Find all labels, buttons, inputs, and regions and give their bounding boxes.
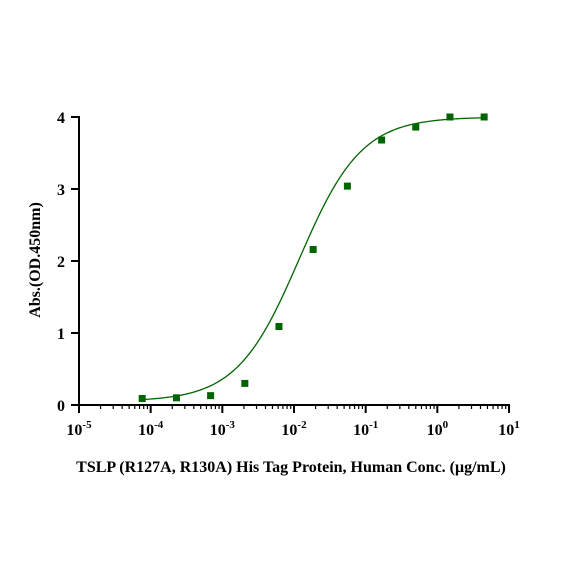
data-point [138, 395, 146, 403]
y-axis-label: Abs.(OD.450nm) [27, 202, 44, 318]
y-axis-ticks: 0 1 2 3 4 [57, 110, 79, 415]
x-tick-label: 10-4 [138, 419, 164, 439]
x-tick-label: 101 [498, 419, 520, 439]
x-tick-label: 10-2 [281, 419, 307, 439]
y-tick-label: 4 [57, 110, 65, 127]
plot-area [138, 113, 488, 403]
x-tick-label: 10-5 [66, 419, 92, 439]
data-point [207, 392, 215, 400]
y-tick-label: 1 [57, 326, 65, 343]
data-point [343, 182, 351, 190]
x-tick-label: 10-3 [210, 419, 236, 439]
y-tick-label: 2 [57, 254, 65, 271]
y-tick-label: 0 [57, 398, 65, 415]
data-point [412, 123, 420, 131]
x-tick-label: 100 [427, 419, 449, 439]
data-point [275, 323, 283, 331]
data-point [309, 245, 317, 253]
fit-curve [140, 117, 486, 401]
data-point [480, 113, 488, 121]
x-axis-label: TSLP (R127A, R130A) His Tag Protein, Hum… [76, 459, 506, 476]
data-point [241, 379, 249, 387]
data-point [446, 113, 454, 121]
x-tick-label: 10-1 [353, 419, 378, 439]
y-tick-label: 3 [57, 182, 65, 199]
data-point [378, 136, 386, 144]
data-point [172, 394, 180, 402]
x-axis-ticks: 10-5 10-4 10-3 10-2 10-1 100 101 [66, 405, 520, 439]
